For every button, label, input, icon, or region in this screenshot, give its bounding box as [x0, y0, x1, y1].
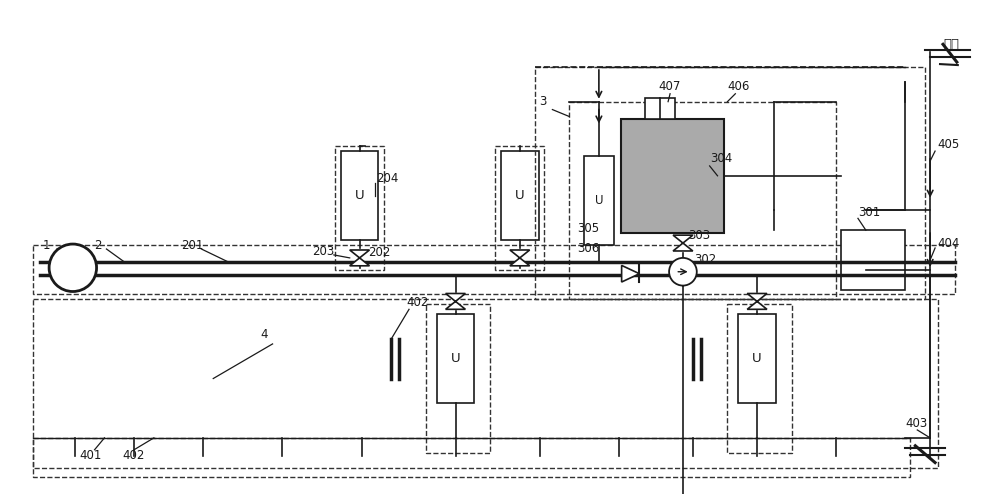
Polygon shape [584, 156, 614, 245]
Text: 401: 401 [80, 449, 102, 462]
Text: 1: 1 [43, 239, 51, 251]
Text: U: U [595, 194, 603, 207]
Text: 303: 303 [688, 229, 710, 242]
Polygon shape [341, 151, 378, 240]
Polygon shape [437, 314, 474, 403]
Text: U: U [451, 352, 460, 365]
Text: 304: 304 [711, 152, 733, 165]
Polygon shape [673, 235, 693, 251]
Text: U: U [752, 352, 762, 365]
Text: 302: 302 [694, 253, 716, 266]
Text: 305: 305 [577, 222, 599, 235]
Text: 407: 407 [658, 81, 681, 93]
Text: 电网: 电网 [943, 38, 959, 51]
Text: 3: 3 [540, 95, 547, 108]
Text: 402: 402 [122, 449, 145, 462]
Text: 403: 403 [905, 416, 928, 429]
Text: 204: 204 [376, 172, 399, 185]
Polygon shape [622, 265, 639, 282]
Polygon shape [350, 250, 369, 266]
Polygon shape [510, 250, 530, 266]
Polygon shape [747, 294, 767, 309]
Text: 402: 402 [406, 296, 428, 309]
Text: 4: 4 [261, 328, 268, 340]
Polygon shape [841, 230, 905, 290]
Polygon shape [621, 119, 724, 233]
Circle shape [669, 258, 697, 286]
Polygon shape [645, 98, 675, 119]
Polygon shape [446, 294, 465, 309]
Text: U: U [355, 189, 364, 202]
Text: 405: 405 [937, 138, 959, 151]
Circle shape [49, 244, 97, 292]
Polygon shape [501, 151, 539, 240]
Text: 406: 406 [727, 81, 750, 93]
Text: 202: 202 [368, 247, 391, 259]
Text: 2: 2 [95, 239, 102, 251]
Text: 306: 306 [577, 242, 599, 254]
Polygon shape [738, 314, 776, 403]
Text: 203: 203 [312, 246, 334, 258]
Text: 404: 404 [937, 237, 959, 249]
Text: U: U [515, 189, 525, 202]
Text: 301: 301 [858, 206, 880, 219]
Text: 201: 201 [182, 239, 204, 251]
